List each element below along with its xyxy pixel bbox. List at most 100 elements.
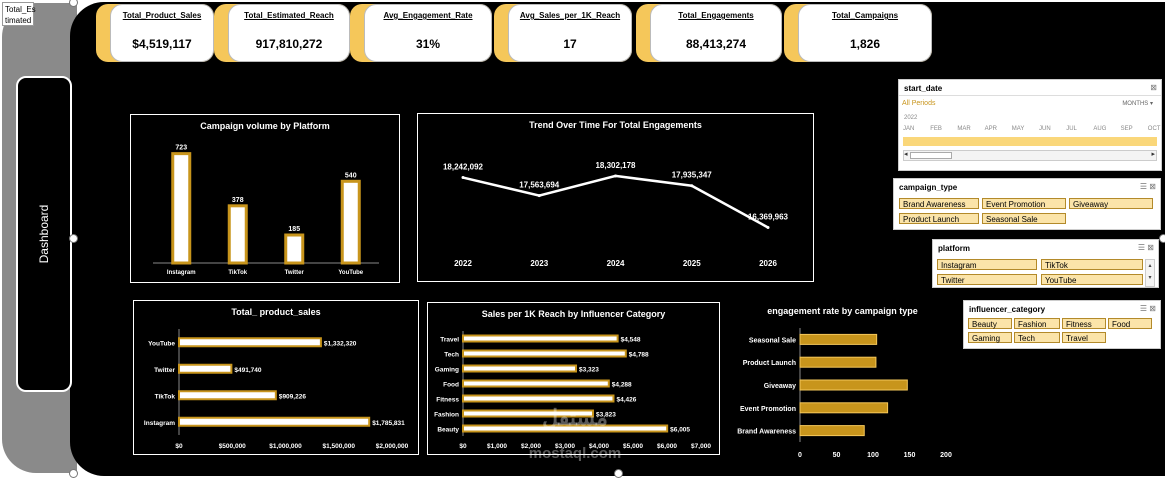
slicer-influencer-category[interactable]: influencer_category ☰ ⊠ Beauty Fashion F…: [963, 300, 1161, 349]
slicer-title: influencer_category: [969, 305, 1046, 314]
slicer-platform[interactable]: platform ☰ ⊠ Instagram TikTok Twitter Yo…: [932, 239, 1159, 288]
timeline-scrollbar[interactable]: ◂ ▸: [903, 150, 1157, 161]
bar: [462, 364, 577, 373]
filter-icons[interactable]: ☰ ⊠: [1139, 304, 1156, 313]
slicer-item[interactable]: Product Launch: [899, 213, 979, 224]
month-label[interactable]: JUL: [1066, 126, 1077, 132]
slicer-item[interactable]: Fitness: [1062, 318, 1106, 329]
bar-data-label: 540: [345, 172, 357, 179]
slicer-item[interactable]: Seasonal Sale: [982, 213, 1066, 224]
y-tick-label: Travel: [440, 337, 459, 344]
slicer-item[interactable]: Gaming: [968, 332, 1012, 343]
month-label[interactable]: JUN: [1039, 126, 1051, 132]
chart-sales-per-1k[interactable]: Sales per 1K Reach by Influencer Categor…: [427, 302, 720, 455]
month-label[interactable]: FEB: [930, 126, 942, 132]
slicer-item[interactable]: Food: [1108, 318, 1152, 329]
bar: [799, 356, 877, 368]
slicer-campaign-type[interactable]: campaign_type ☰ ⊠ Brand Awareness Event …: [893, 178, 1161, 230]
x-tick-label: $6,000: [657, 443, 677, 450]
x-tick-label: YouTube: [338, 270, 363, 276]
month-label[interactable]: MAR: [957, 126, 971, 132]
slicer-item[interactable]: TikTok: [1041, 259, 1143, 270]
bar-data-label: $4,288: [612, 382, 632, 389]
series-line: [462, 174, 769, 229]
bar: [462, 409, 594, 418]
bar: [462, 334, 619, 343]
resize-handle[interactable]: [69, 0, 78, 7]
x-tick-label: $7,000: [691, 443, 711, 450]
bar-data-label: 185: [288, 226, 300, 233]
kpi-label: Total_Campaigns: [831, 11, 899, 20]
campaign-volume-plot: 723 Instagram 378 TikTok 185 Twitter 540 YouTub…: [153, 145, 379, 276]
kpi-label: Total_Engagements: [678, 11, 754, 20]
resize-handle[interactable]: [1159, 234, 1165, 243]
filter-icons[interactable]: ☰ ⊠: [1139, 182, 1156, 191]
bar: [171, 152, 192, 265]
slicer-item[interactable]: Tech: [1014, 332, 1060, 343]
month-label[interactable]: JAN: [903, 126, 915, 132]
resize-handle[interactable]: [69, 234, 78, 243]
sales-per-1k-plot: Travel $4,548 Tech $4,788 Gaming $3,323 Food $4…: [434, 331, 711, 450]
scroll-left-icon[interactable]: ◂: [904, 151, 908, 158]
month-label[interactable]: AUG: [1093, 126, 1107, 132]
time-level-dropdown[interactable]: MONTHS ▾: [1122, 101, 1153, 107]
bar: [799, 333, 878, 345]
time-level-value: MONTHS: [1122, 101, 1149, 107]
x-tick-label: $1,000: [487, 443, 507, 450]
kpi-card-estimated-reach: Total_Estimated_Reach 917,810,272: [214, 4, 350, 62]
x-tick-label: $0: [175, 443, 183, 450]
kpi-value: 1,826: [849, 37, 881, 51]
kpi-card-product-sales: Total_Product_Sales $4,519,117: [96, 4, 214, 62]
x-tick-label: $4,000: [589, 443, 609, 450]
chart-engagement-by-type[interactable]: engagement rate by campaign type Seasona…: [720, 300, 965, 465]
x-tick-label: 2025: [683, 259, 701, 268]
chart-title: Campaign volume by Platform: [200, 121, 330, 131]
slicer-item[interactable]: Brand Awareness: [899, 198, 979, 209]
chart-engagements-trend[interactable]: Trend Over Time For Total Engagements 18…: [417, 113, 814, 282]
slicer-item[interactable]: Giveaway: [1069, 198, 1153, 209]
watermark-url: mostaql.com: [528, 445, 622, 462]
month-label[interactable]: OCT: [1147, 126, 1161, 132]
chart-title: Sales per 1K Reach by Influencer Categor…: [481, 309, 666, 319]
bar-data-label: $1,332,320: [324, 340, 357, 347]
period-label: All Periods: [902, 100, 936, 107]
resize-handle[interactable]: [69, 469, 78, 478]
clear-filter-icon[interactable]: ⊠: [1150, 83, 1157, 92]
bar-data-label: $4,548: [621, 337, 641, 344]
data-point: [461, 176, 465, 180]
slicer-item[interactable]: YouTube: [1041, 274, 1143, 285]
scroll-right-icon[interactable]: ▸: [1151, 151, 1155, 158]
slicer-item[interactable]: Travel: [1062, 332, 1106, 343]
timeline-bar[interactable]: [903, 137, 1157, 146]
kpi-label: Avg_Sales_per_1K_Reach: [519, 11, 621, 20]
bar-data-label: $909,226: [279, 393, 306, 400]
chart-campaign-volume[interactable]: Campaign volume by Platform 723 Instagram…: [130, 114, 400, 283]
bar-data-label: $3,323: [579, 367, 599, 374]
scroll-thumb[interactable]: [910, 152, 952, 159]
bar: [799, 379, 908, 391]
x-tick-label: 150: [904, 452, 916, 459]
month-label[interactable]: MAY: [1011, 126, 1025, 132]
x-tick-label: $2,000,000: [376, 443, 409, 450]
x-tick-label: 2024: [607, 259, 625, 268]
bar-data-label: $1,785,831: [372, 420, 405, 427]
x-tick-label: $1,500,000: [322, 443, 355, 450]
slicer-item[interactable]: Event Promotion: [982, 198, 1066, 209]
chart-product-sales[interactable]: Total_ product_sales YouTube $1,332,320 Tw…: [133, 300, 419, 455]
slicer-item[interactable]: Instagram: [937, 259, 1037, 270]
kpi-card-campaigns: Total_Campaigns 1,826: [784, 4, 932, 62]
x-tick-label: 0: [798, 452, 802, 459]
month-label[interactable]: APR: [984, 126, 997, 132]
slicer-start-date[interactable]: start_date ⊠ All Periods MONTHS ▾ 2022 J…: [898, 79, 1162, 171]
slicer-item[interactable]: Beauty: [968, 318, 1012, 329]
slicer-item[interactable]: Fashion: [1014, 318, 1060, 329]
month-label[interactable]: SEP: [1120, 126, 1133, 132]
bar-data-label: $491,740: [234, 367, 261, 374]
slicer-item[interactable]: Twitter: [937, 274, 1037, 285]
data-point: [537, 194, 541, 198]
slicer-scrollbar[interactable]: ▴ ▾: [1145, 259, 1155, 287]
resize-handle[interactable]: [614, 469, 623, 478]
dashboard-button[interactable]: Dashboard: [16, 76, 72, 392]
filter-icons[interactable]: ☰ ⊠: [1137, 243, 1154, 252]
x-tick-label: $2,000: [521, 443, 541, 450]
